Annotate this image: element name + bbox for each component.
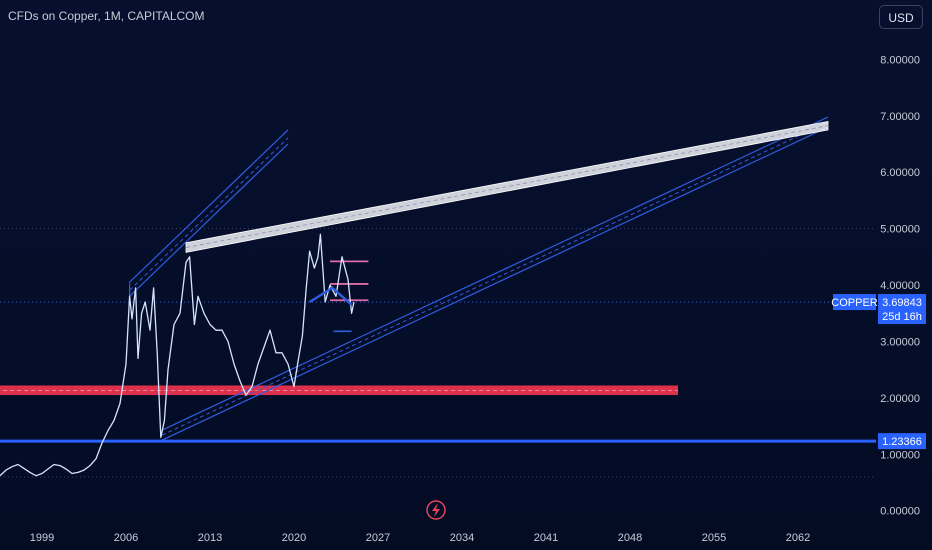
y-tick-label: 8.00000: [880, 54, 920, 66]
x-tick-label: 2006: [114, 532, 138, 544]
y-tick-label: 1.00000: [880, 449, 920, 461]
x-tick-label: 2062: [786, 532, 810, 544]
price-series-layer: [0, 233, 355, 477]
lower-channel-line-1: [161, 126, 829, 441]
y-tick-label: 4.00000: [880, 280, 920, 292]
x-tick-label: 2041: [534, 532, 558, 544]
symbol-label: COPPER: [831, 297, 878, 309]
y-tick-label: 2.00000: [880, 393, 920, 405]
x-tick-label: 2027: [366, 532, 390, 544]
last-price-box: [878, 294, 926, 325]
symbol-label-box: [833, 294, 876, 311]
currency-selector[interactable]: USD: [879, 5, 923, 29]
x-tick-label: 2048: [618, 532, 642, 544]
axes-layer: 8.00000 7.00000 6.00000 5.00000 4.00000 3.000…: [30, 54, 920, 544]
hline-label: 1.23366: [882, 436, 922, 448]
upper-channel-line-2: [129, 143, 289, 297]
hline-label-box: [878, 433, 926, 450]
y-tick-label: 5.00000: [880, 224, 920, 236]
x-tick-label: 2020: [282, 532, 306, 544]
upper-channel-midline: [129, 137, 289, 291]
bar-countdown: 25d 16h: [882, 311, 922, 323]
x-tick-label: 2055: [702, 532, 726, 544]
lower-channel-line-2: [161, 116, 829, 431]
chart-title: CFDs on Copper, 1M, CAPITALCOM: [8, 9, 205, 23]
support-zone: [0, 385, 678, 396]
upper-channel-line-1: [129, 129, 289, 283]
x-tick-label: 2013: [198, 532, 222, 544]
flash-icon: [426, 500, 446, 520]
y-tick-label: 7.00000: [880, 111, 920, 123]
y-tick-label: 3.00000: [880, 336, 920, 348]
price-labels-layer: COPPER 3.69843 25d 16h 1.23366: [831, 294, 926, 450]
x-tick-label: 2034: [450, 532, 474, 544]
drawing-layer: [0, 116, 876, 478]
y-tick-label: 6.00000: [880, 167, 920, 179]
flash-icon-bolt: [432, 503, 440, 517]
resistance-band-midline: [185, 125, 829, 248]
lower-channel-midline: [161, 121, 829, 436]
resistance-band: [185, 120, 829, 253]
y-tick-label: 0.00000: [880, 506, 920, 518]
projection-arrow: [308, 286, 353, 306]
price-line: [0, 233, 355, 477]
last-price-value: 3.69843: [882, 297, 922, 309]
x-tick-label: 1999: [30, 532, 54, 544]
